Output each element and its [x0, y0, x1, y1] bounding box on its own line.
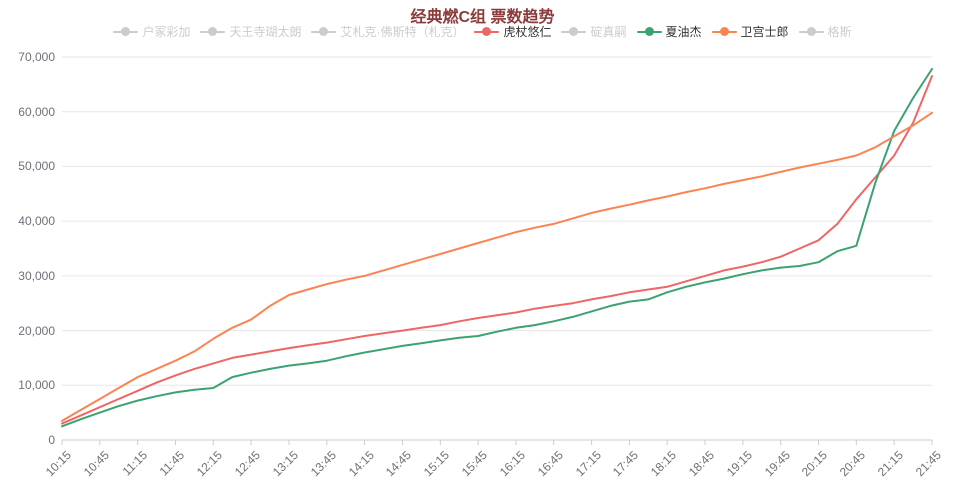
- y-axis-label: 40,000: [18, 214, 55, 229]
- legend-item-5[interactable]: 夏油杰: [636, 25, 702, 39]
- legend-item-1[interactable]: 天王寺瑚太朗: [200, 25, 301, 39]
- legend-item-label: 夏油杰: [665, 25, 702, 39]
- y-axis-label: 70,000: [18, 50, 55, 64]
- legend-item-label: 艾札克·佛斯特（札克）: [340, 25, 465, 39]
- chart-title: 经典燃C组 票数趋势: [410, 9, 555, 26]
- legend-line-marker-icon: [798, 26, 824, 38]
- legend-item-0[interactable]: 户冢彩加: [113, 25, 190, 39]
- y-axis-label: 30,000: [18, 268, 55, 283]
- series-line-1: [61, 68, 933, 428]
- legend-item-label: 天王寺瑚太朗: [229, 25, 302, 39]
- legend-item-label: 户冢彩加: [142, 25, 191, 39]
- legend-line-marker-icon: [200, 26, 226, 38]
- legend-item-label: 碇真嗣: [590, 25, 627, 39]
- y-axis-label: 20,000: [18, 323, 55, 338]
- legend-item-label: 卫宫士郎: [740, 25, 789, 39]
- legend-item-3[interactable]: 虎杖悠仁: [474, 25, 551, 39]
- legend-line-marker-icon: [636, 26, 662, 38]
- series-line-2: [61, 111, 933, 422]
- legend-item-label: 虎杖悠仁: [503, 25, 552, 39]
- y-axis-label: 50,000: [18, 159, 55, 174]
- y-axis-label: 10,000: [18, 378, 55, 393]
- y-axis-label: 0: [48, 433, 55, 447]
- legend-item-label: 格斯: [827, 25, 852, 39]
- legend-item-4[interactable]: 碇真嗣: [561, 25, 627, 39]
- legend-line-marker-icon: [561, 26, 587, 38]
- legend-item-7[interactable]: 格斯: [798, 25, 852, 39]
- legend: 户冢彩加 天王寺瑚太朗 艾札克·佛斯特（札克） 虎杖悠仁 碇真嗣 夏油杰 卫宫士郎 格斯: [0, 25, 965, 39]
- legend-line-marker-icon: [474, 26, 500, 38]
- series-line-0: [61, 75, 933, 425]
- legend-line-marker-icon: [311, 26, 337, 38]
- legend-line-marker-icon: [113, 26, 139, 38]
- legend-item-6[interactable]: 卫宫士郎: [711, 25, 789, 39]
- legend-line-marker-icon: [711, 26, 737, 38]
- legend-item-2[interactable]: 艾札克·佛斯特（札克）: [311, 25, 464, 39]
- y-axis-label: 60,000: [18, 104, 55, 119]
